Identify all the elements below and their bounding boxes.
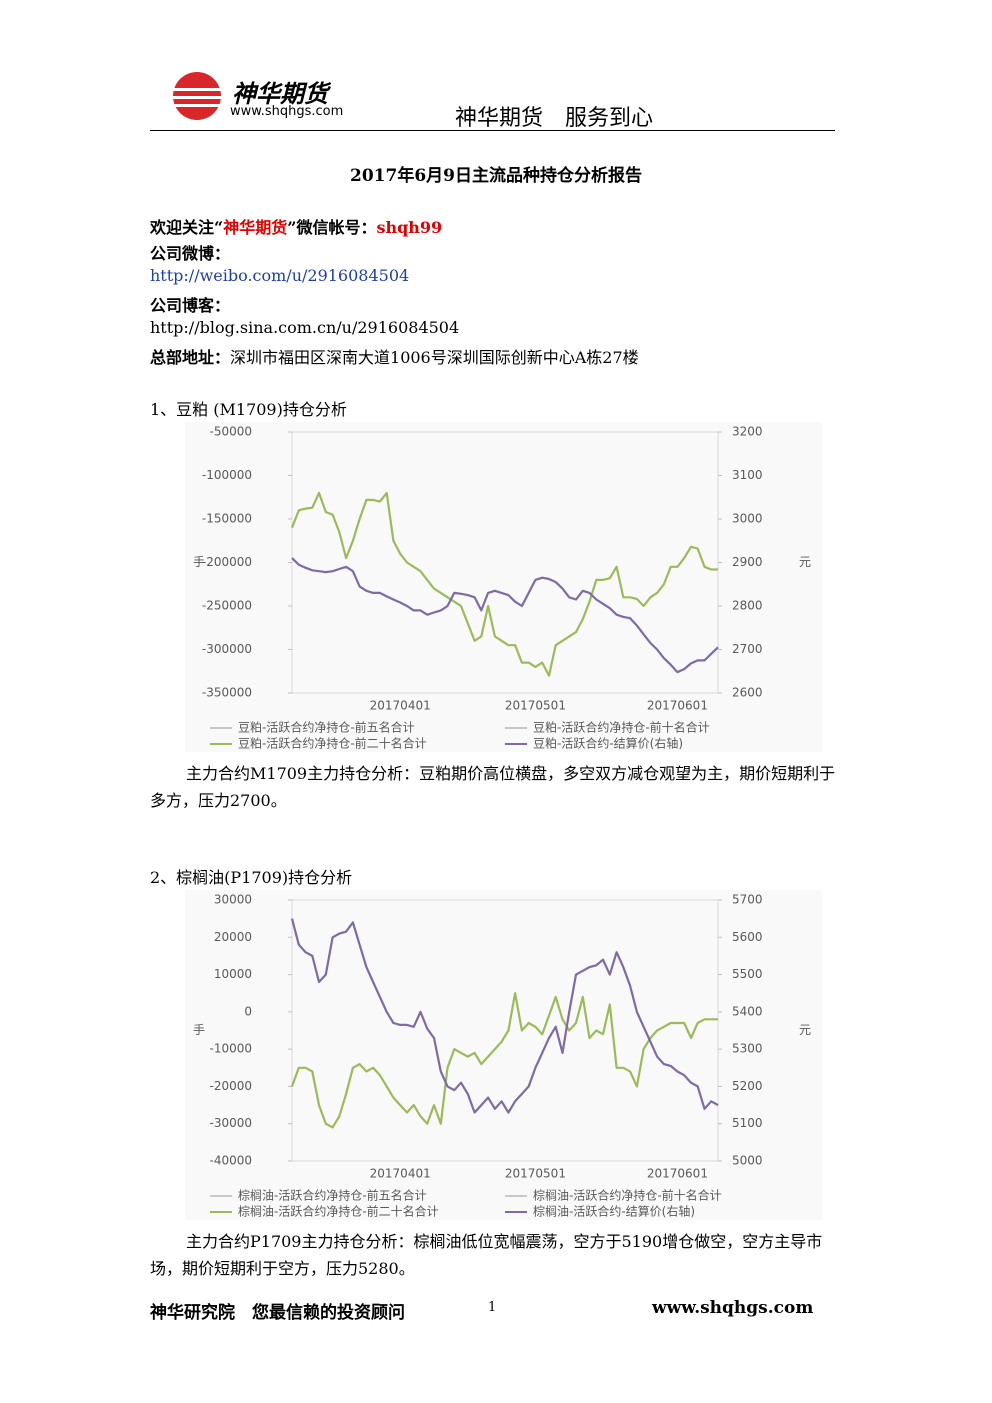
weibo-label: 公司微博：: [150, 244, 231, 263]
text: 神华期货: [223, 218, 288, 237]
y-tick-label: -150000: [202, 512, 252, 526]
chart: -40000 -30000 -20000 -10000 0 10000 20000 30000…: [185, 890, 822, 1220]
y-tick-label: -300000: [202, 642, 252, 656]
section-heading: 1、豆粕 (M1709)持仓分析: [150, 400, 347, 419]
doc-title: 2017年6月9日主流品种持仓分析报告: [350, 166, 642, 186]
blog-label: 公司博客：: [150, 296, 231, 315]
text: 欢迎关注“: [150, 218, 224, 237]
y-tick-label: -100000: [202, 468, 252, 482]
y-axis-label: 手: [193, 1023, 205, 1037]
slogan: 神华期货 服务到心: [455, 106, 654, 131]
y-tick-label: -40000: [209, 1154, 252, 1168]
x-tick-label: 20170601: [647, 699, 708, 713]
y-tick-label: 20000: [214, 930, 252, 944]
text: 总部地址：: [150, 348, 231, 367]
x-tick-label: 20170401: [370, 1167, 431, 1181]
footer-right: www.shqhgs.com: [652, 1298, 814, 1318]
x-tick-label: 20170501: [505, 699, 566, 713]
x-tick-label: 20170501: [505, 1167, 566, 1181]
y2-tick-label: 3000: [732, 512, 763, 526]
analysis: 主力合约M1709主力持仓分析：豆粕期价高位横盘，多空双方减仓观望为主，期价短期…: [150, 764, 836, 810]
page-number: 1: [488, 1300, 497, 1315]
legend-label: 豆粕-活跃合约净持仓-前二十名合计: [238, 736, 427, 751]
legend-label: 棕榈油-活跃合约净持仓-前十名合计: [533, 1188, 722, 1203]
y2-tick-label: 5400: [732, 1004, 763, 1018]
legend-label: 棕榈油-活跃合约-结算价(右轴): [533, 1204, 695, 1219]
y-tick-label: -30000: [209, 1116, 252, 1130]
y-tick-label: -200000: [202, 555, 252, 569]
y2-tick-label: 2800: [732, 599, 763, 613]
y-tick-label: 10000: [214, 967, 252, 981]
y2-tick-label: 5600: [732, 930, 763, 944]
logo-name: 神华期货: [232, 80, 328, 108]
analysis: 主力合约P1709主力持仓分析：棕榈油低位宽幅震荡，空方于5190增仓做空，空方…: [150, 1232, 823, 1278]
y-tick-label: -10000: [209, 1042, 252, 1056]
y2-tick-label: 5100: [732, 1116, 763, 1130]
legend-label: 豆粕-活跃合约净持仓-前五名合计: [238, 720, 415, 735]
text: 深圳市福田区深南大道1006号深圳国际创新中心A栋27楼: [230, 348, 639, 367]
x-tick-label: 20170601: [647, 1167, 708, 1181]
y2-tick-label: 2700: [732, 642, 763, 656]
legend-label: 棕榈油-活跃合约净持仓-前二十名合计: [238, 1204, 439, 1219]
y-tick-label: 30000: [214, 893, 252, 907]
y2-tick-label: 5000: [732, 1154, 763, 1168]
y2-tick-label: 3100: [732, 468, 763, 482]
y2-tick-label: 2600: [732, 686, 763, 700]
y2-tick-label: 2900: [732, 555, 763, 569]
footer-left: 神华研究院 您最信赖的投资顾问: [150, 1303, 405, 1323]
y2-tick-label: 5700: [732, 893, 763, 907]
address-line: 总部地址：深圳市福田区深南大道1006号深圳国际创新中心A栋27楼: [150, 344, 639, 368]
y2-tick-label: 5200: [732, 1079, 763, 1093]
y-tick-label: 0: [244, 1004, 252, 1018]
y2-tick-label: 5300: [732, 1042, 763, 1056]
y-tick-label: -50000: [209, 425, 252, 439]
y2-axis-label: 元: [799, 1023, 811, 1037]
legend-label: 豆粕-活跃合约净持仓-前十名合计: [533, 720, 710, 735]
chart: -350000 -300000 -250000 -200000 -150000 -1000…: [185, 422, 822, 752]
text: ”微信帐号：: [287, 218, 377, 237]
text: shqh99: [376, 218, 443, 237]
legend-label: 棕榈油-活跃合约净持仓-前五名合计: [238, 1188, 427, 1203]
logo-url: www.shqhgs.com: [230, 104, 344, 119]
y2-axis-label: 元: [799, 555, 811, 569]
logo-mark: [170, 72, 228, 120]
weibo-link[interactable]: http://weibo.com/u/2916084504: [150, 266, 410, 285]
x-tick-label: 20170401: [370, 699, 431, 713]
y-tick-label: -20000: [209, 1079, 252, 1093]
y2-tick-label: 3200: [732, 425, 763, 439]
series-line: [290, 491, 718, 677]
plot-area: [291, 431, 719, 694]
series-line: [290, 992, 718, 1129]
y-tick-label: -250000: [202, 599, 252, 613]
header-rule: [150, 130, 835, 131]
plot-area: [291, 899, 719, 1162]
blog-url: http://blog.sina.com.cn/u/2916084504: [150, 318, 460, 337]
legend-label: 豆粕-活跃合约-结算价(右轴): [533, 736, 683, 751]
y2-tick-label: 5500: [732, 967, 763, 981]
series-line: [290, 918, 719, 1114]
y-axis-label: 手: [193, 555, 205, 569]
follow-line: 欢迎关注“神华期货”微信帐号：shqh99: [150, 214, 442, 238]
section-heading: 2、棕榈油(P1709)持仓分析: [150, 868, 353, 887]
series-line: [291, 557, 719, 674]
y-tick-label: -350000: [202, 686, 252, 700]
